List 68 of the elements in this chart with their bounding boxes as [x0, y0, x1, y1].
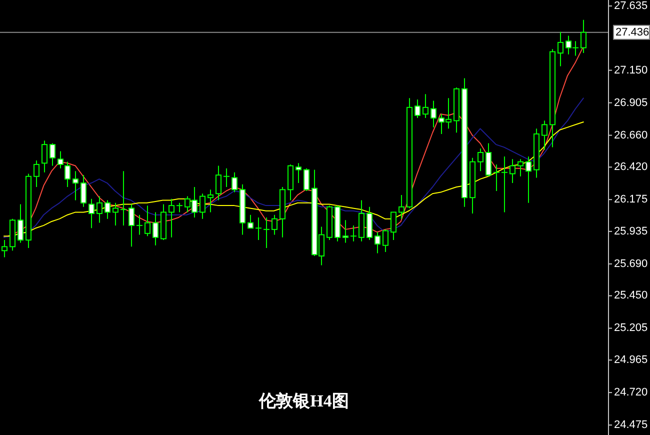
candlestick	[430, 100, 436, 128]
candlestick	[2, 240, 8, 258]
y-tick-label: 25.690	[614, 258, 648, 270]
y-tick-label: 25.450	[614, 290, 648, 302]
candlestick	[478, 148, 484, 172]
candlestick	[120, 170, 127, 226]
candlestick	[493, 164, 500, 192]
candlestick	[255, 217, 262, 241]
y-tick-label: 26.905	[614, 96, 648, 109]
candlestick	[304, 168, 310, 192]
candlestick	[288, 164, 294, 201]
candlestick	[414, 98, 420, 119]
candlestick	[366, 206, 372, 241]
candlestick	[342, 220, 348, 244]
candlestick	[374, 232, 380, 254]
y-tick-label: 27.635	[614, 0, 648, 12]
text: 伦敦银H4图	[258, 392, 349, 410]
candlestick	[58, 150, 64, 169]
y-tick-label: 24.475	[614, 419, 648, 432]
candlestick	[542, 120, 548, 150]
y-tick-label: 26.420	[614, 161, 648, 174]
candlestick	[34, 160, 40, 188]
y-tick-label: 24.720	[614, 386, 648, 399]
candlestick	[263, 217, 270, 249]
candlestick	[501, 156, 508, 213]
candlestick	[112, 202, 118, 226]
candlestick	[558, 31, 564, 67]
candlestick	[486, 142, 492, 177]
candlestick	[200, 193, 206, 220]
candlestick	[398, 194, 404, 220]
candlestick	[272, 214, 278, 236]
candlestick	[88, 198, 94, 229]
candlestick	[358, 200, 364, 242]
candlestick	[72, 170, 78, 201]
y-tick-label: 26.175	[614, 194, 648, 206]
candlestick	[232, 172, 238, 193]
candlestick	[18, 204, 24, 244]
candlestick	[50, 142, 56, 166]
y-tick-label: 27.150	[614, 64, 648, 76]
y-tick-label: 25.935	[614, 225, 648, 238]
candlestick	[223, 168, 230, 188]
candlestick	[350, 224, 357, 242]
candlestick	[208, 189, 214, 213]
candlestick	[580, 19, 586, 54]
candlestick	[152, 212, 158, 246]
candlestick	[80, 174, 86, 208]
candlestick	[382, 228, 388, 252]
candlestick	[216, 165, 222, 201]
y-tick-label: 24.965	[614, 354, 648, 366]
candlestick	[42, 140, 48, 173]
candlestick	[526, 156, 532, 204]
ref-line-label: 27.436	[616, 26, 650, 38]
candlestick	[176, 202, 183, 213]
y-tick-label: 26.660	[614, 129, 648, 142]
candlestick	[296, 162, 302, 184]
candlestick	[168, 198, 174, 238]
y-tick-label: 25.205	[614, 322, 648, 334]
candlestick	[104, 200, 110, 220]
candlestick	[422, 94, 428, 119]
candlestick	[64, 161, 70, 188]
candlestick	[96, 196, 102, 224]
candlestick	[390, 212, 396, 241]
candlestick	[128, 204, 134, 248]
candlestick	[248, 214, 254, 229]
candlestick	[510, 158, 516, 184]
candlestick	[518, 158, 524, 177]
candlestick	[144, 205, 150, 237]
candlestick	[136, 214, 143, 236]
